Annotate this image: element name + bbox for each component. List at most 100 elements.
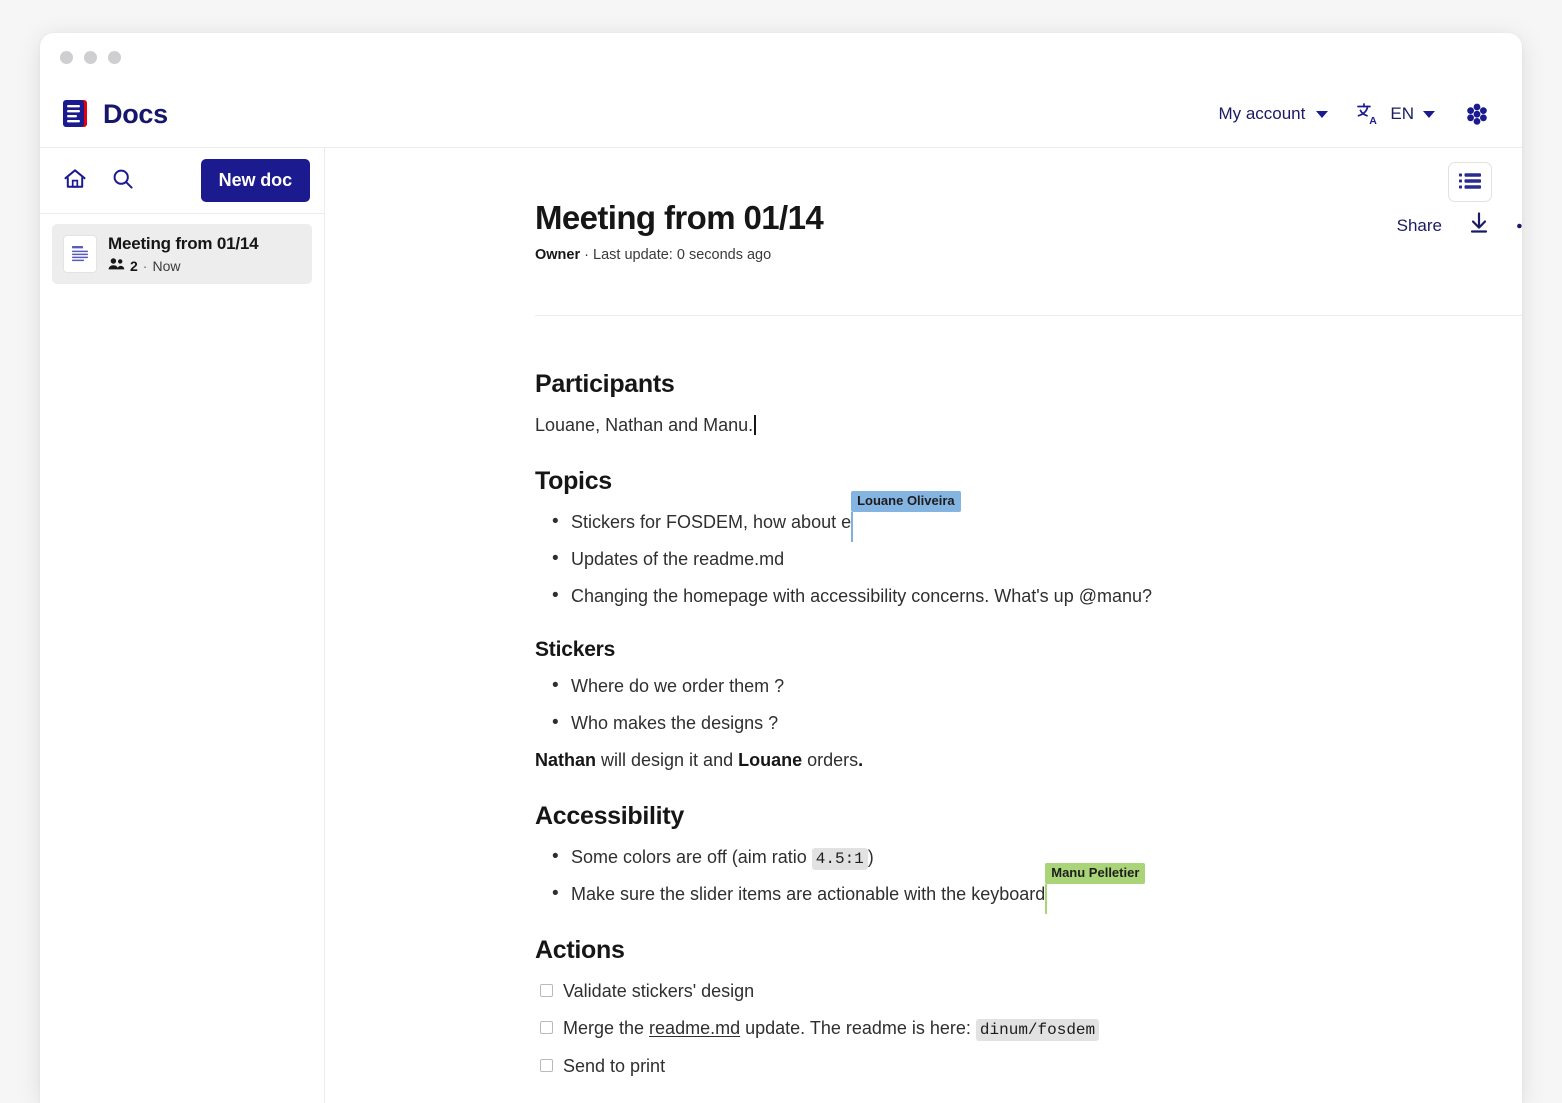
- list-item: Make sure the slider items are actionabl…: [535, 862, 1522, 914]
- list-item-updated: Now: [152, 257, 181, 274]
- collaborator-caret-bar: [851, 511, 854, 542]
- home-button[interactable]: [60, 166, 90, 196]
- share-button[interactable]: Share: [1396, 215, 1442, 235]
- document-body: Meeting from 01/14 Owner · Last update: …: [535, 199, 1522, 1103]
- heading-accessibility: Accessibility: [535, 801, 684, 830]
- search-button[interactable]: [108, 166, 138, 196]
- brand-name: Docs: [103, 98, 168, 129]
- language-selector[interactable]: A EN: [1355, 101, 1435, 127]
- document-owner-label: Owner: [535, 246, 581, 263]
- my-account-menu[interactable]: My account: [1218, 104, 1329, 124]
- sidebar-toolbar: New doc: [40, 148, 324, 214]
- heading-stickers: Stickers: [535, 637, 616, 661]
- stickers-note-tail: orders: [802, 749, 859, 770]
- merge-prefix: Merge the: [563, 1018, 650, 1039]
- document-thumbnail-icon: [64, 236, 96, 272]
- brand[interactable]: Docs: [61, 98, 168, 130]
- people-icon: [108, 257, 125, 274]
- repo-path-code: dinum/fosdem: [975, 1019, 1100, 1042]
- todo-item[interactable]: Validate stickers' design: [535, 978, 1522, 1004]
- list-item-title: Meeting from 01/14: [108, 234, 259, 253]
- list-item-meta: Meeting from 01/14: [108, 234, 259, 274]
- checkbox[interactable]: [540, 1059, 553, 1073]
- list-item[interactable]: Meeting from 01/14: [52, 224, 312, 284]
- stickers-note-name-1: Nathan: [535, 749, 597, 770]
- new-doc-button[interactable]: New doc: [200, 159, 310, 202]
- todo-label: Send to print: [563, 1056, 666, 1077]
- topic-text-1: Stickers for FOSDEM, how about e: [571, 511, 852, 532]
- stickers-note-name-2: Louane: [738, 749, 803, 770]
- list-item-separator: ·: [142, 257, 148, 274]
- contrast-ratio-code: 4.5:1: [811, 847, 868, 870]
- sidebar: New doc: [40, 148, 325, 1103]
- todo-item[interactable]: Merge the readme.md update. The readme i…: [535, 1015, 1522, 1042]
- todo-label: Merge the readme.md update. The readme i…: [563, 1015, 1100, 1042]
- accessibility-item-1-prefix: Some colors are off (aim ratio: [571, 846, 812, 867]
- svg-text:A: A: [1370, 115, 1378, 127]
- more-options-button[interactable]: [1516, 217, 1522, 235]
- merge-mid: update. The readme is here:: [740, 1018, 976, 1039]
- readme-link[interactable]: readme.md: [649, 1018, 741, 1039]
- participants-value: Louane, Nathan and Manu.: [535, 414, 754, 435]
- download-icon: [1468, 211, 1490, 240]
- list-item: Where do we order them ?: [535, 672, 1522, 701]
- home-icon: [62, 166, 88, 195]
- page-title[interactable]: Meeting from 01/14: [535, 199, 824, 236]
- document-header-left: Meeting from 01/14 Owner · Last update: …: [535, 199, 1397, 263]
- stickers-note-mid: will design it and: [596, 749, 739, 770]
- checkbox[interactable]: [540, 1021, 553, 1035]
- document-last-update: Last update: 0 seconds ago: [593, 246, 772, 263]
- my-account-label: My account: [1218, 104, 1306, 123]
- list-item: Who makes the designs ?: [535, 709, 1522, 738]
- document-header-actions: Share: [1397, 199, 1522, 240]
- window-close-button[interactable]: [60, 50, 73, 64]
- collaborator-name-label: Manu Pelletier: [1045, 862, 1146, 884]
- document-content[interactable]: Participants Louane, Nathan and Manu. To…: [535, 316, 1522, 1103]
- app-window: Docs My account A: [40, 33, 1522, 1103]
- document-header: Meeting from 01/14 Owner · Last update: …: [535, 199, 1522, 263]
- checkbox[interactable]: [540, 983, 553, 997]
- accessibility-list: Some colors are off (aim ratio 4.5:1) Ma…: [535, 843, 1522, 914]
- docs-logo-icon: [61, 98, 91, 130]
- window-titlebar: [40, 33, 1522, 81]
- download-button[interactable]: [1468, 211, 1490, 240]
- list-item: Changing the homepage with accessibility…: [535, 582, 1522, 611]
- text-caret: [754, 414, 756, 435]
- language-label: EN: [1390, 104, 1414, 123]
- translate-icon: A: [1355, 101, 1381, 127]
- table-of-contents-toggle[interactable]: [1448, 162, 1492, 202]
- header-actions: My account A EN: [1218, 99, 1492, 129]
- list-item: Some colors are off (aim ratio 4.5:1): [535, 843, 1522, 872]
- list-item-member-count: 2: [130, 257, 138, 274]
- stickers-list: Where do we order them ? Who makes the d…: [535, 672, 1522, 738]
- app-body: New doc: [40, 148, 1522, 1103]
- chevron-down-icon: [1423, 110, 1435, 118]
- stickers-note: Nathan will design it and Louane orders.: [535, 747, 1522, 774]
- accessibility-item-2: Make sure the slider items are actionabl…: [571, 883, 1046, 904]
- list-item-subtitle: 2 · Now: [108, 257, 258, 274]
- stickers-note-period: .: [858, 749, 864, 770]
- document-list: Meeting from 01/14: [40, 214, 324, 284]
- participants-text: Louane, Nathan and Manu.: [535, 412, 1522, 439]
- document-meta: Owner · Last update: 0 seconds ago: [535, 247, 1397, 263]
- todo-item[interactable]: Send to print: [535, 1053, 1522, 1079]
- heading-participants: Participants: [535, 369, 675, 398]
- todo-label: Validate stickers' design: [563, 980, 755, 1001]
- chevron-down-icon: [1316, 110, 1329, 118]
- window-minimize-button[interactable]: [84, 50, 97, 64]
- document-meta-separator: ·: [580, 246, 594, 263]
- search-icon: [110, 166, 136, 195]
- waffle-grid-icon[interactable]: [1462, 99, 1492, 129]
- heading-actions: Actions: [535, 935, 625, 964]
- heading-topics: Topics: [535, 466, 612, 495]
- collaborator-caret-bar: [1045, 883, 1048, 914]
- list-item: Updates of the readme.md: [535, 545, 1522, 574]
- window-maximize-button[interactable]: [108, 50, 121, 64]
- document-pane: Meeting from 01/14 Owner · Last update: …: [325, 148, 1522, 1103]
- accessibility-item-1-suffix: ): [867, 846, 874, 867]
- app-header: Docs My account A: [40, 81, 1522, 148]
- table-of-contents-icon: [1459, 172, 1481, 193]
- more-horizontal-icon: [1516, 217, 1522, 235]
